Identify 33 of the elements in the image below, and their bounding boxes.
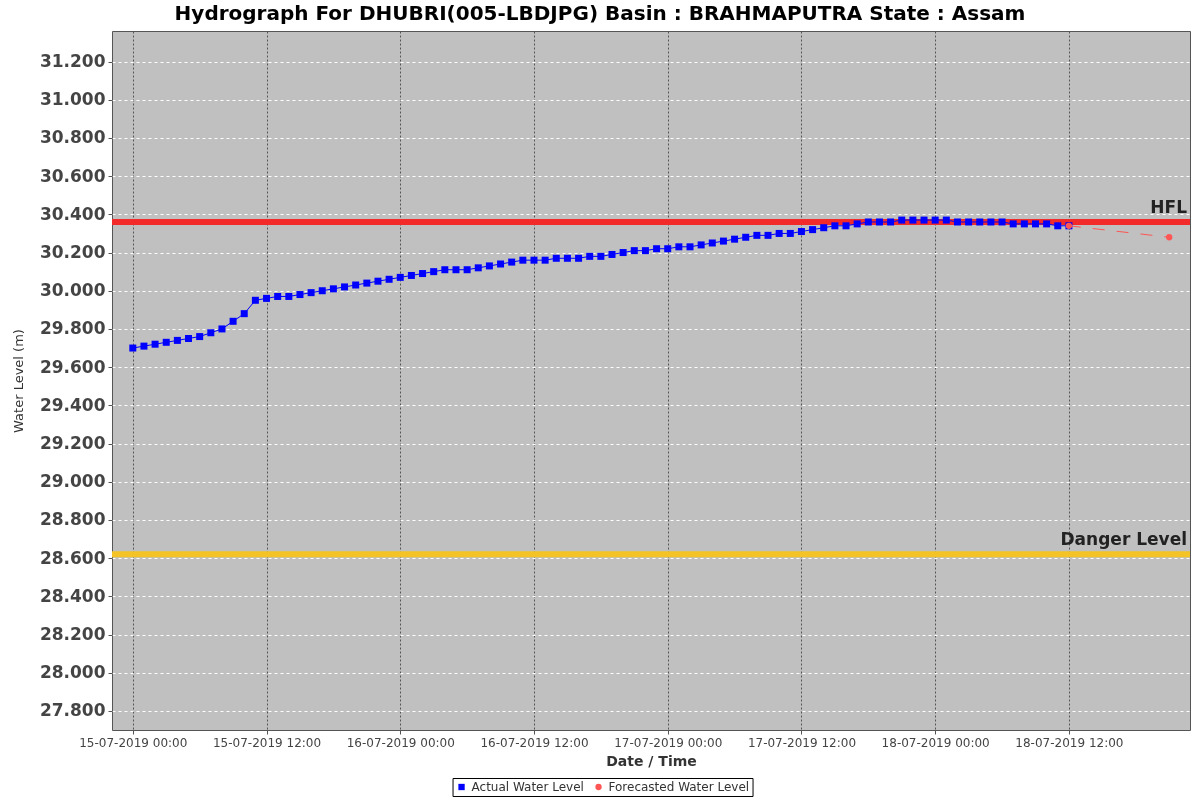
y-tick-label: 29.600 xyxy=(39,356,106,377)
x-tick-label: 17-07-2019 12:00 xyxy=(747,735,857,750)
legend-label: Actual Water Level xyxy=(471,780,584,794)
y-tick-label: 30.000 xyxy=(39,280,106,301)
legend-label: Forecasted Water Level xyxy=(608,780,750,794)
x-tick-label: 15-07-2019 00:00 xyxy=(79,735,188,750)
x-tick-label: 16-07-2019 00:00 xyxy=(346,735,455,750)
x-tick-label: 16-07-2019 12:00 xyxy=(480,735,589,750)
y-axis-title: Water Level (m) xyxy=(10,329,26,433)
y-tick-label: 28.600 xyxy=(39,547,106,568)
y-tick-label: 28.800 xyxy=(39,509,106,530)
x-tick-label: 15-07-2019 12:00 xyxy=(212,735,322,750)
y-tick-label: 31.200 xyxy=(39,51,106,72)
x-tick-label: 18-07-2019 00:00 xyxy=(881,735,990,750)
y-tick-label: 29.400 xyxy=(39,394,106,415)
chart-title: Hydrograph For DHUBRI(005-LBDJPG) Basin : BRAHMAPUTRA State : Assam xyxy=(174,1,1026,25)
y-tick-label: 28.000 xyxy=(39,662,106,683)
y-tick-label: 28.200 xyxy=(39,624,106,645)
ref-line-label: HFL xyxy=(1150,196,1188,217)
y-tick-label: 30.800 xyxy=(39,127,106,148)
y-tick-label: 31.000 xyxy=(39,89,106,110)
ref-line-label: Danger Level xyxy=(1060,529,1187,550)
x-tick-label: 18-07-2019 12:00 xyxy=(1015,735,1124,750)
x-axis-title: Date / Time xyxy=(606,752,697,769)
y-tick-label: 28.400 xyxy=(39,585,106,606)
y-tick-label: 29.800 xyxy=(39,318,106,339)
y-tick-label: 30.600 xyxy=(39,165,106,186)
y-tick-label: 30.200 xyxy=(39,242,106,263)
y-tick-label: 29.000 xyxy=(39,471,106,492)
x-tick-label: 17-07-2019 00:00 xyxy=(614,735,723,750)
y-tick-label: 27.800 xyxy=(39,700,106,721)
y-tick-label: 30.400 xyxy=(39,203,106,224)
y-tick-label: 29.200 xyxy=(39,433,106,454)
